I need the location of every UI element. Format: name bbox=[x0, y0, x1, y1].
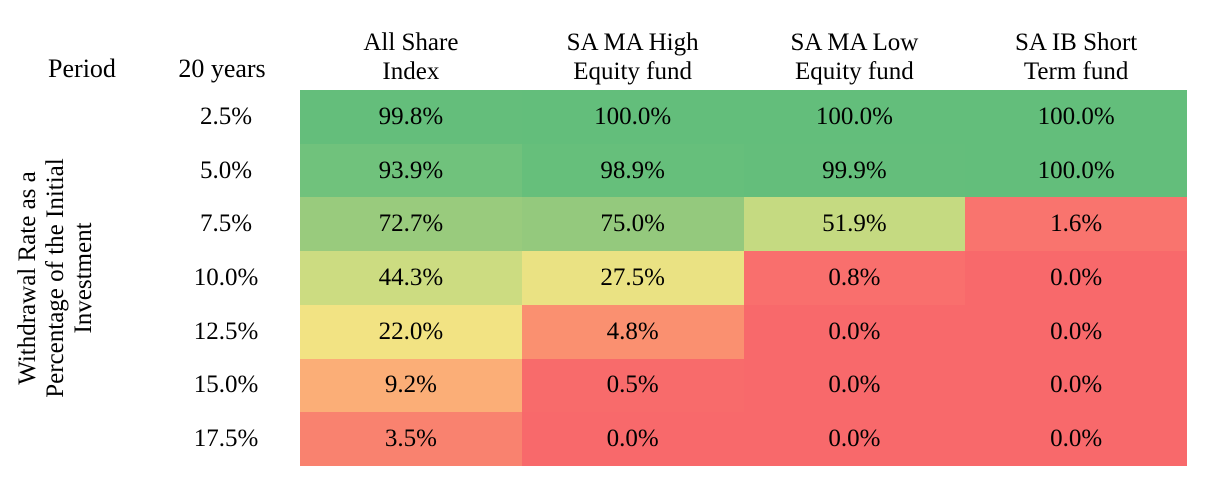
heatmap-cell-r4-c3: 0.8% bbox=[743, 251, 966, 305]
column-header-line: SA MA Low bbox=[790, 29, 919, 56]
heatmap-cell-r7-c2: 0.0% bbox=[521, 412, 744, 466]
heatmap-grid: 2.5% 99.8% 100.0% 100.0% 100.0% 5.0% 93.9% 98.9… bbox=[100, 90, 1187, 466]
heatmap-cell-r7-c4: 0.0% bbox=[965, 412, 1187, 466]
row-label-15-0pct: 15.0% bbox=[193, 371, 259, 399]
column-header-1: All Share Index bbox=[300, 0, 522, 88]
heatmap-cell-r6-c1: 9.2% bbox=[300, 358, 522, 413]
heatmap-cell-r1-c1: 99.8% bbox=[300, 90, 522, 144]
row-label-12-5pct: 12.5% bbox=[193, 317, 259, 345]
column-headers: All Share Index SA MA High Equity fund SA MA… bbox=[300, 0, 1187, 88]
column-header-4: SA IB Short Term fund bbox=[965, 0, 1187, 88]
heatmap-cell-r2-c1: 93.9% bbox=[300, 143, 522, 198]
row-axis-label-text: Withdrawal Rate as a Percentage of the I… bbox=[14, 90, 98, 466]
heatmap-cell-r3-c2: 75.0% bbox=[521, 197, 744, 252]
period-header: Period bbox=[48, 54, 116, 83]
heatmap-cell-r2-c3: 99.9% bbox=[743, 143, 966, 198]
duration-header: 20 years bbox=[178, 54, 266, 83]
column-header-line: All Share bbox=[363, 29, 459, 56]
column-header-line: Term fund bbox=[1023, 58, 1129, 85]
heatmap-cell-r1-c4: 100.0% bbox=[965, 90, 1187, 144]
column-header-line: Equity fund bbox=[573, 58, 692, 85]
row-label-17-5pct: 17.5% bbox=[193, 425, 259, 453]
row-axis-label-line-1: Withdrawal Rate as a bbox=[14, 171, 41, 385]
heatmap-cell-r6-c4: 0.0% bbox=[965, 358, 1187, 413]
row-label-7-5pct: 7.5% bbox=[199, 210, 253, 238]
row-label-10-0pct: 10.0% bbox=[193, 263, 259, 291]
column-header-line: Index bbox=[382, 58, 440, 85]
column-header-2: SA MA High Equity fund bbox=[522, 0, 744, 88]
heatmap-cell-r5-c4: 0.0% bbox=[965, 304, 1187, 359]
heatmap-cell-r4-c4: 0.0% bbox=[965, 251, 1187, 305]
heatmap-cell-r7-c1: 3.5% bbox=[300, 412, 522, 466]
heatmap-cell-r1-c2: 100.0% bbox=[521, 90, 744, 144]
heatmap-cell-r5-c1: 22.0% bbox=[300, 304, 522, 359]
heatmap-cell-r7-c3: 0.0% bbox=[743, 412, 966, 466]
heatmap-cell-r3-c4: 1.6% bbox=[965, 197, 1187, 252]
heatmap-cell-r5-c2: 4.8% bbox=[521, 304, 744, 359]
heatmap-cell-r4-c2: 27.5% bbox=[521, 251, 744, 305]
row-axis-label-line-2: Percentage of the Initial bbox=[42, 158, 69, 398]
column-header-line: SA IB Short bbox=[1014, 29, 1138, 56]
heatmap-cell-r3-c1: 72.7% bbox=[300, 197, 522, 252]
heatmap-cell-r3-c3: 51.9% bbox=[743, 197, 966, 252]
row-axis-label: Withdrawal Rate as a Percentage of the I… bbox=[4, 90, 108, 466]
column-header-3: SA MA Low Equity fund bbox=[744, 0, 966, 88]
row-label-5-0pct: 5.0% bbox=[199, 156, 253, 184]
row-label-2-5pct: 2.5% bbox=[199, 102, 253, 130]
heatmap-cell-r5-c3: 0.0% bbox=[743, 304, 966, 359]
heatmap-cell-r1-c3: 100.0% bbox=[743, 90, 966, 144]
heatmap-cell-r2-c2: 98.9% bbox=[521, 143, 744, 198]
column-header-line: Equity fund bbox=[795, 58, 914, 85]
heatmap-cell-r2-c4: 100.0% bbox=[965, 143, 1187, 198]
row-axis-label-line-3: Investment bbox=[70, 222, 97, 334]
column-header-line: SA MA High bbox=[566, 29, 699, 56]
heatmap-cell-r6-c2: 0.5% bbox=[521, 358, 744, 413]
heatmap-cell-r4-c1: 44.3% bbox=[300, 251, 522, 305]
heatmap-cell-r6-c3: 0.0% bbox=[743, 358, 966, 413]
